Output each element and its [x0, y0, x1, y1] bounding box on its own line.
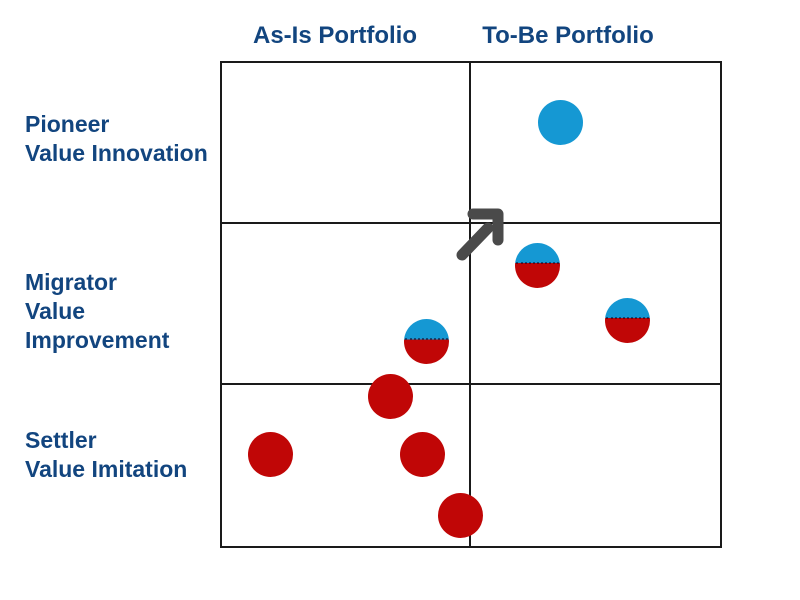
cell-pioneer-as-is [222, 63, 471, 224]
row-label-line: Pioneer [25, 111, 110, 137]
matrix-grid [220, 61, 722, 548]
row-label-line: Value Imitation [25, 456, 188, 482]
row-label-settler: Settler Value Imitation [25, 426, 187, 484]
cell-settler-as-is [222, 385, 471, 546]
row-label-line: Improvement [25, 327, 170, 353]
row-label-migrator: Migrator Value Improvement [25, 268, 169, 355]
cell-settler-to-be [471, 385, 720, 546]
cell-migrator-to-be [471, 224, 720, 385]
row-label-line: Migrator [25, 269, 117, 295]
column-header-to-be: To-Be Portfolio [482, 22, 654, 49]
row-label-pioneer: Pioneer Value Innovation [25, 110, 208, 168]
row-label-line: Value Innovation [25, 140, 208, 166]
cell-pioneer-to-be [471, 63, 720, 224]
cell-migrator-as-is [222, 224, 471, 385]
row-label-line: Settler [25, 427, 97, 453]
column-header-as-is: As-Is Portfolio [252, 22, 418, 49]
row-label-line: Value [25, 298, 86, 324]
